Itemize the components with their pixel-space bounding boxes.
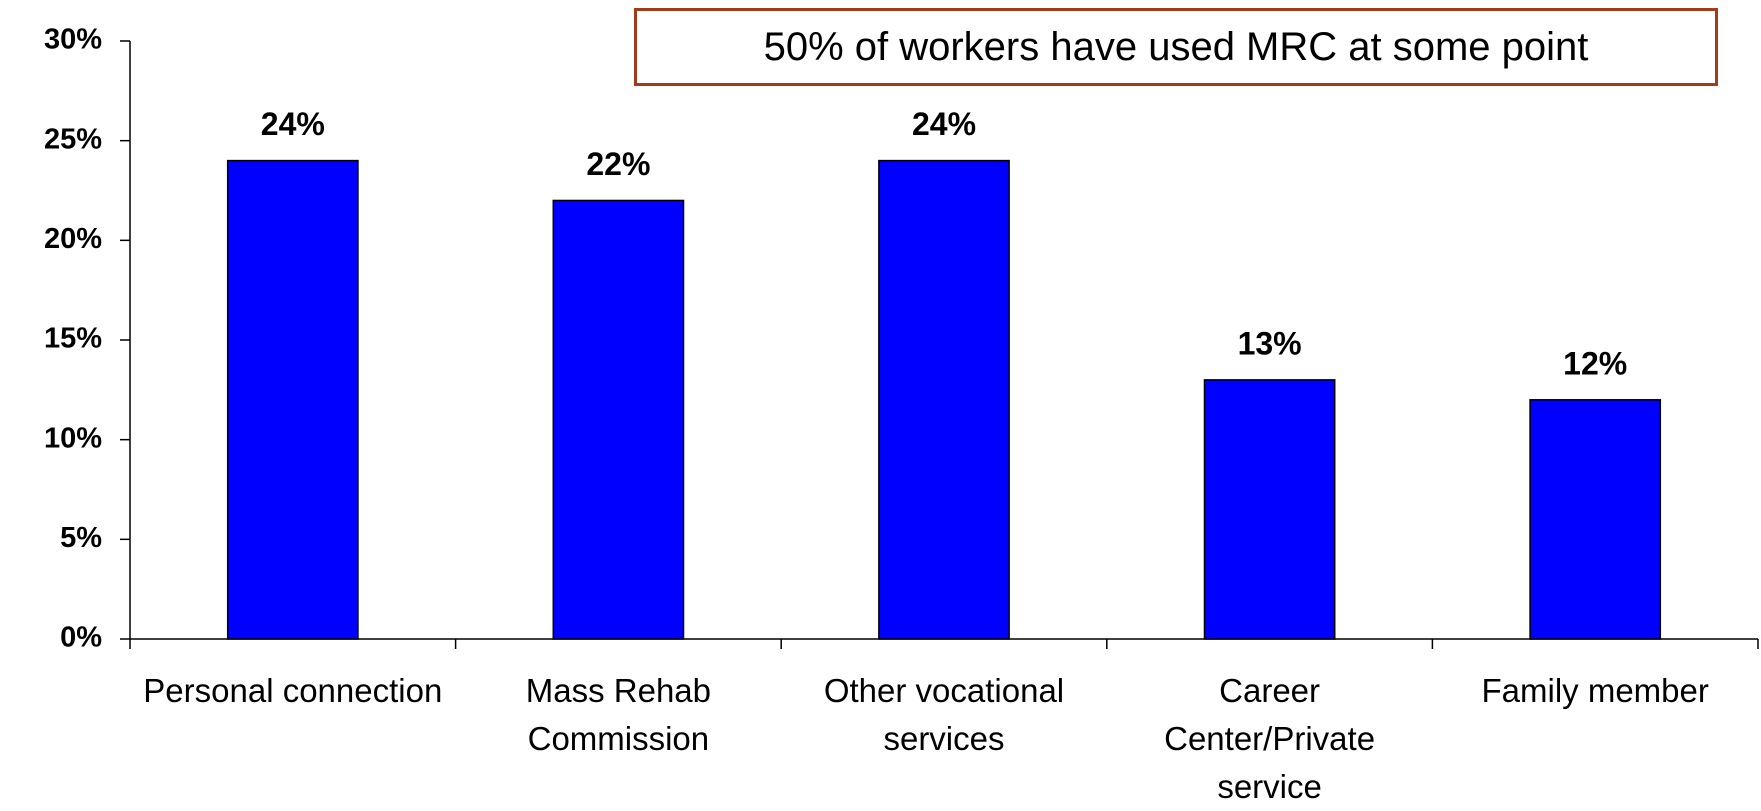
value-label: 12%	[1563, 345, 1627, 381]
value-label: 24%	[261, 106, 325, 142]
value-label: 22%	[586, 146, 650, 182]
y-tick-label: 10%	[44, 422, 102, 454]
y-tick-label: 15%	[44, 323, 102, 355]
y-tick-label: 25%	[44, 123, 102, 155]
value-label: 13%	[1238, 325, 1302, 361]
y-tick-label: 5%	[60, 522, 102, 554]
bar	[878, 159, 1010, 640]
y-tick-label: 30%	[44, 24, 102, 56]
bar	[1529, 399, 1662, 640]
y-tick-label: 20%	[44, 223, 102, 255]
bar	[226, 159, 359, 640]
bar	[552, 199, 685, 640]
x-tick-label: Family member	[1481, 672, 1709, 709]
bar	[1203, 379, 1336, 640]
x-tick-label: Career Center/Private service	[1164, 672, 1376, 805]
y-tick-label: 0%	[60, 622, 102, 654]
value-label: 24%	[912, 106, 976, 142]
x-tick-label: Personal connection	[143, 672, 443, 709]
x-tick-label: Mass Rehab Commission	[525, 672, 712, 757]
x-tick-label: Other vocational services	[823, 672, 1065, 757]
annotation: 50% of workers have used MRC at some poi…	[634, 8, 1718, 86]
